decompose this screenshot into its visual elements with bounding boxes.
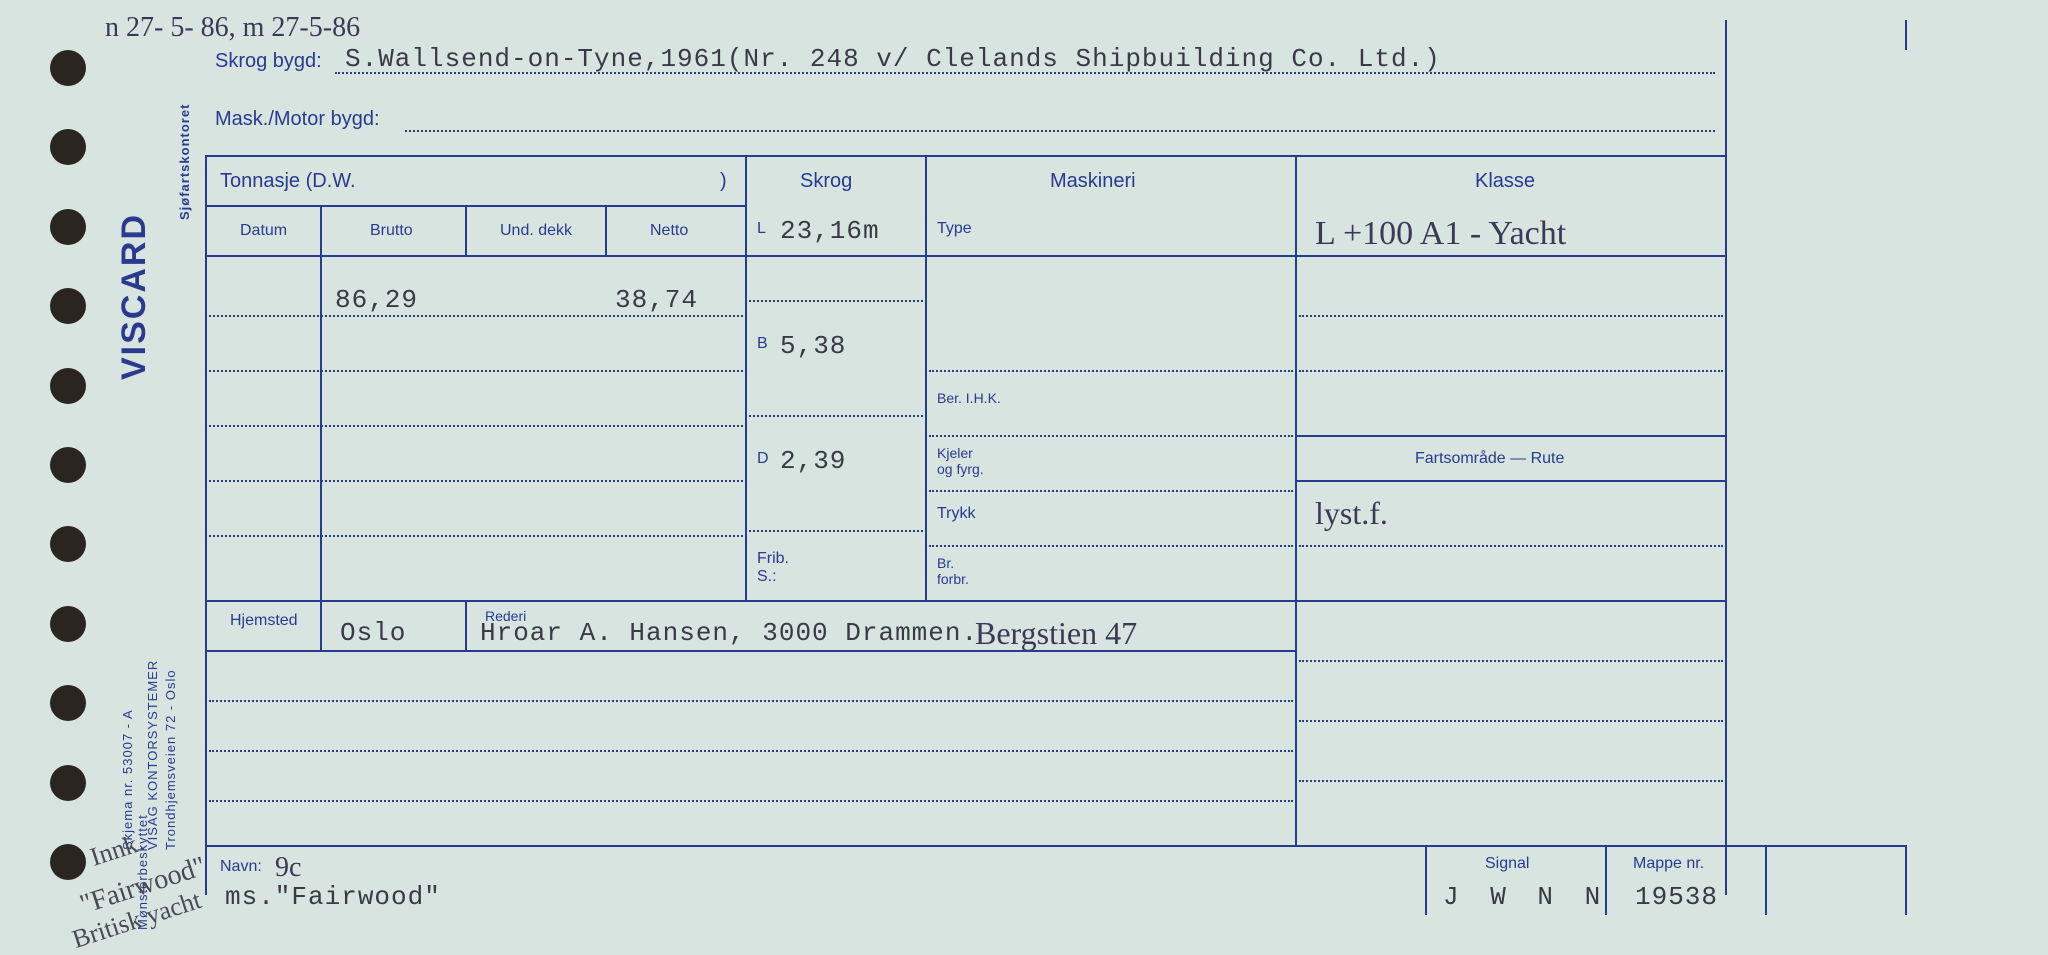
brutto-value: 86,29 — [335, 285, 418, 315]
netto-value: 38,74 — [615, 285, 698, 315]
side-sjofart: Sjøfartskontoret — [177, 104, 192, 220]
side-address: Trondhjemsveien 72 - Oslo — [163, 669, 178, 850]
hole — [50, 844, 86, 880]
navn-value: ms."Fairwood" — [225, 882, 441, 912]
fartsomrade-label: Fartsområde — Rute — [1415, 450, 1564, 468]
datum-label: Datum — [240, 222, 287, 240]
hole — [50, 129, 86, 165]
frib-label: Frib. S.: — [757, 550, 789, 586]
ber-ihk-label: Ber. I.H.K. — [937, 390, 1001, 406]
hole — [50, 447, 86, 483]
top-date-hand: n 27- 5- 86, m 27-5-86 — [105, 12, 360, 44]
signal-value: J W N N — [1443, 882, 1608, 912]
hole — [50, 209, 86, 245]
side-branding: VISCARD VISAG KONTORSYSTEMER Trondhjemsv… — [115, 100, 195, 900]
hole — [50, 288, 86, 324]
mappe-value: 19538 — [1635, 882, 1718, 912]
rederi-value: Hroar A. Hansen, 3000 Drammen. — [480, 618, 978, 648]
hjemsted-label: Hjemsted — [230, 612, 298, 630]
trykk-label: Trykk — [937, 505, 976, 523]
tonnasje-label: Tonnasje (D.W. — [220, 170, 356, 193]
d-label: D — [757, 450, 769, 468]
br-forbr-label: Br. forbr. — [937, 555, 969, 587]
b-value: 5,38 — [780, 331, 846, 361]
viscard-logo: VISCARD — [115, 213, 154, 380]
hole — [50, 685, 86, 721]
klasse-hand: L +100 A1 - Yacht — [1315, 215, 1566, 253]
skrog-bygd-value: S.Wallsend-on-Tyne,1961(Nr. 248 v/ Clela… — [345, 44, 1441, 74]
skrog-bygd-label: Skrog bygd: — [215, 50, 322, 73]
l-label: L — [757, 220, 766, 238]
navn-hand: 9c — [275, 852, 301, 884]
type-label: Type — [937, 220, 972, 238]
kjeler-label: Kjeler og fyrg. — [937, 445, 984, 477]
navn-label: Navn: — [220, 858, 262, 876]
b-label: B — [757, 335, 768, 353]
hole — [50, 50, 86, 86]
rederi-hand: Bergstien 47 — [975, 615, 1137, 652]
punch-holes — [50, 40, 90, 920]
tonnasje-close: ) — [720, 170, 727, 193]
maskineri-label: Maskineri — [1050, 170, 1136, 193]
hole — [50, 368, 86, 404]
hjemsted-value: Oslo — [340, 618, 406, 648]
mappe-label: Mappe nr. — [1633, 855, 1704, 873]
hole — [50, 606, 86, 642]
farts-hand: lyst.f. — [1315, 495, 1388, 532]
mask-motor-label: Mask./Motor bygd: — [215, 108, 380, 131]
mask-motor-line — [405, 130, 1715, 132]
brutto-label: Brutto — [370, 222, 413, 240]
l-value: 23,16m — [780, 216, 880, 246]
signal-label: Signal — [1485, 855, 1529, 873]
netto-label: Netto — [650, 222, 688, 240]
form-card: n 27- 5- 86, m 27-5-86 Skrog bygd: S.Wal… — [205, 20, 2005, 920]
hole — [50, 526, 86, 562]
und-dekk-label: Und. dekk — [500, 222, 572, 240]
klasse-label: Klasse — [1475, 170, 1535, 193]
d-value: 2,39 — [780, 446, 846, 476]
skrog-col-label: Skrog — [800, 170, 852, 193]
hole — [50, 765, 86, 801]
